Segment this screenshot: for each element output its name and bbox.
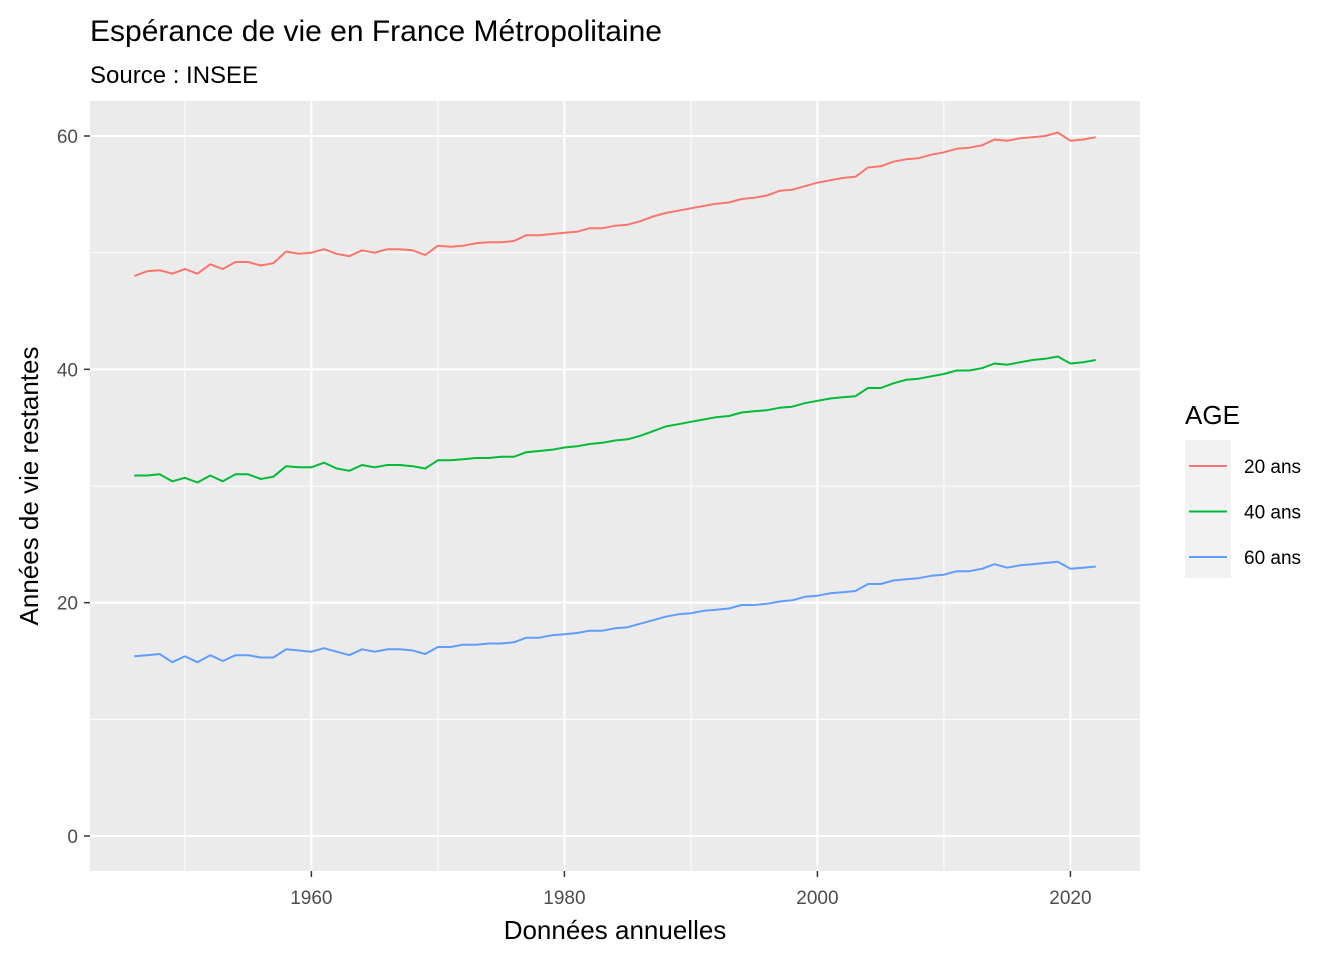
x-tick-label: 1980	[543, 888, 585, 909]
y-tick-label: 20	[57, 594, 78, 615]
series-line-40-ans	[134, 355, 1096, 484]
legend-key-background	[1185, 440, 1231, 578]
legend-label: 40 ans	[1244, 503, 1301, 524]
y-axis-title: Années de vie restantes	[14, 347, 44, 626]
y-axis: 0 20 40 60	[57, 127, 90, 848]
legend: AGE 20 ans 40 ans 60 ans	[1185, 400, 1301, 578]
grid-major	[90, 101, 1140, 871]
legend-label: 60 ans	[1244, 548, 1301, 569]
grid-minor	[90, 101, 1140, 871]
chart-subtitle: Source : INSEE	[90, 62, 258, 89]
x-axis: 1960 1980 2000 2020	[290, 871, 1092, 909]
y-tick-label: 60	[57, 127, 78, 148]
legend-label: 20 ans	[1244, 457, 1301, 478]
legend-items: 20 ans 40 ans 60 ans	[1185, 440, 1301, 578]
y-tick-label: 40	[57, 360, 78, 381]
x-tick-label: 2020	[1049, 888, 1091, 909]
series-line-20-ans	[133, 131, 1096, 277]
series-lines	[133, 131, 1096, 664]
x-tick-label: 1960	[290, 888, 332, 909]
legend-title: AGE	[1185, 400, 1240, 430]
x-axis-title: Données annuelles	[504, 915, 727, 945]
x-tick-label: 2000	[796, 888, 838, 909]
y-tick-label: 0	[67, 827, 78, 848]
series-line-60-ans	[134, 560, 1096, 664]
chart-title: Espérance de vie en France Métropolitain…	[90, 15, 662, 48]
